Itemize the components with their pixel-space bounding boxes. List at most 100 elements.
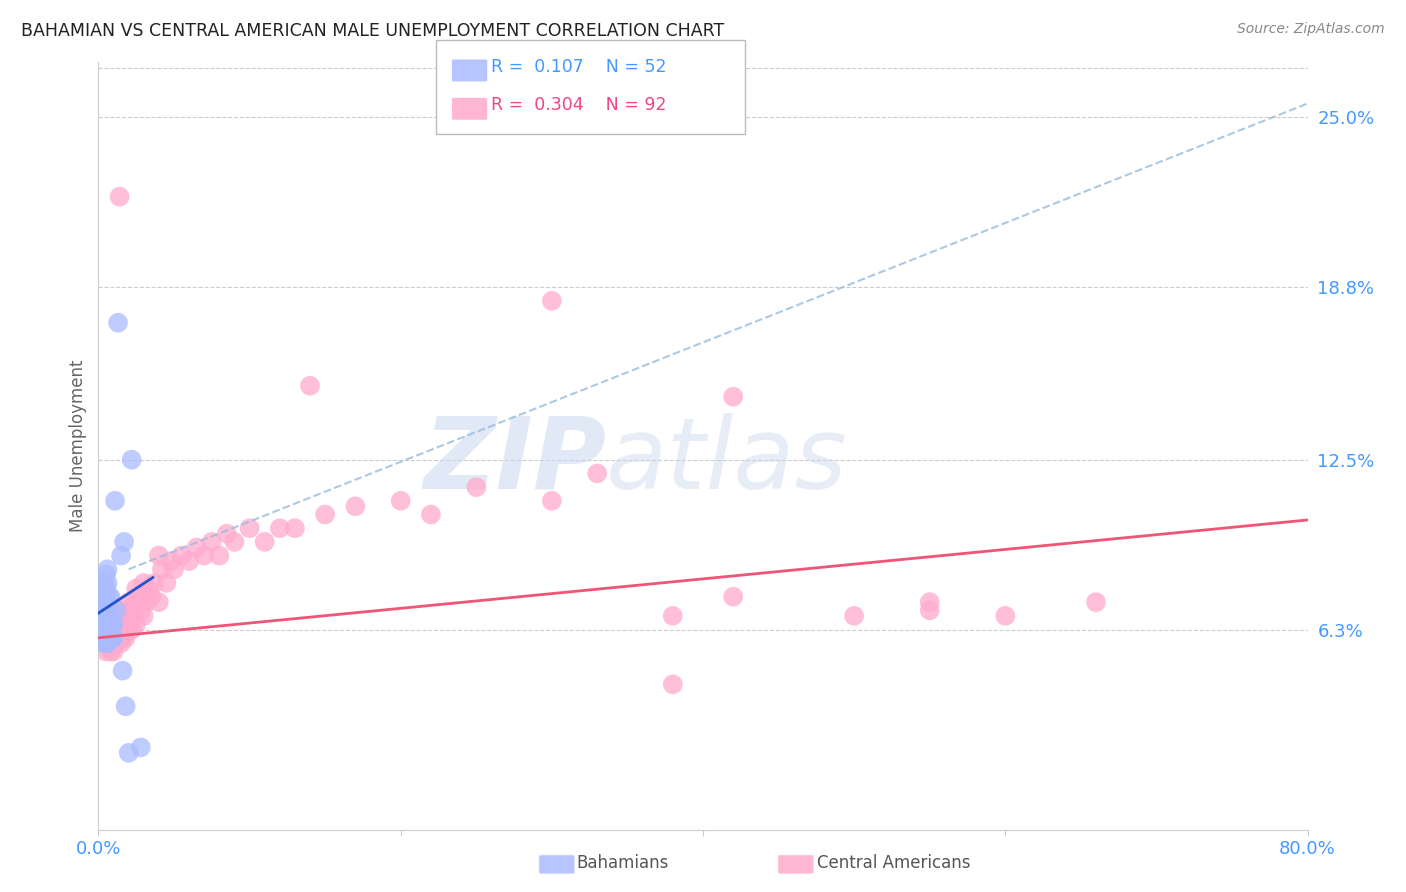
Point xyxy=(118,595,141,609)
Point xyxy=(186,541,208,555)
Point xyxy=(115,617,138,632)
Point xyxy=(107,316,129,330)
Point xyxy=(132,576,155,591)
Point xyxy=(91,595,114,609)
Point xyxy=(93,617,115,632)
Point xyxy=(100,590,122,604)
Point xyxy=(94,631,117,645)
Point xyxy=(94,582,117,596)
Point xyxy=(918,595,941,609)
Point xyxy=(148,595,170,609)
Point xyxy=(104,493,127,508)
Point xyxy=(170,549,193,563)
Point xyxy=(111,608,134,623)
Point xyxy=(100,631,122,645)
Point xyxy=(108,190,131,204)
Point xyxy=(121,623,143,637)
Point xyxy=(114,608,136,623)
Point xyxy=(107,631,129,645)
Point xyxy=(723,390,745,404)
Point xyxy=(94,644,117,658)
Point xyxy=(125,582,148,596)
Point xyxy=(1085,595,1108,609)
Text: R =  0.304    N = 92: R = 0.304 N = 92 xyxy=(491,95,666,113)
Point xyxy=(389,493,412,508)
Point xyxy=(93,617,115,632)
Point xyxy=(91,631,114,645)
Point xyxy=(107,617,129,632)
Text: R =  0.107    N = 52: R = 0.107 N = 52 xyxy=(491,58,666,76)
Point xyxy=(586,467,609,481)
Point xyxy=(98,608,121,623)
Point xyxy=(101,623,124,637)
Point xyxy=(129,603,152,617)
Point xyxy=(269,521,291,535)
Point xyxy=(96,631,118,645)
Point xyxy=(215,526,238,541)
Point xyxy=(111,631,134,645)
Point xyxy=(661,677,683,691)
Point xyxy=(148,549,170,563)
Point xyxy=(111,664,134,678)
Point xyxy=(114,631,136,645)
Point xyxy=(96,617,118,632)
Point xyxy=(94,603,117,617)
Point xyxy=(94,608,117,623)
Point xyxy=(124,595,146,609)
Point xyxy=(160,554,183,568)
Point xyxy=(96,623,118,637)
Point xyxy=(98,631,121,645)
Point xyxy=(103,631,125,645)
Point xyxy=(101,631,124,645)
Point xyxy=(96,576,118,591)
Y-axis label: Male Unemployment: Male Unemployment xyxy=(69,359,87,533)
Point xyxy=(208,549,231,563)
Point xyxy=(100,617,122,632)
Point xyxy=(96,595,118,609)
Point xyxy=(125,617,148,632)
Point xyxy=(91,603,114,617)
Point xyxy=(994,608,1017,623)
Point xyxy=(98,603,121,617)
Point xyxy=(91,608,114,623)
Point xyxy=(112,603,135,617)
Point xyxy=(94,636,117,650)
Point xyxy=(224,534,246,549)
Point xyxy=(94,617,117,632)
Point xyxy=(121,452,143,467)
Point xyxy=(112,623,135,637)
Point xyxy=(132,608,155,623)
Point xyxy=(108,608,131,623)
Point xyxy=(93,631,115,645)
Point xyxy=(93,576,115,591)
Point xyxy=(91,623,114,637)
Point xyxy=(105,623,128,637)
Point xyxy=(118,617,141,632)
Point xyxy=(100,631,122,645)
Point xyxy=(96,562,118,576)
Point xyxy=(90,623,112,637)
Point xyxy=(96,636,118,650)
Point xyxy=(128,590,150,604)
Point xyxy=(93,582,115,596)
Point xyxy=(94,631,117,645)
Point xyxy=(201,534,224,549)
Point xyxy=(129,740,152,755)
Point xyxy=(105,636,128,650)
Point xyxy=(94,623,117,637)
Point xyxy=(112,534,135,549)
Point xyxy=(96,608,118,623)
Point xyxy=(103,617,125,632)
Point xyxy=(93,595,115,609)
Point xyxy=(104,623,127,637)
Point xyxy=(193,549,215,563)
Point xyxy=(103,617,125,632)
Point xyxy=(121,603,143,617)
Point xyxy=(122,608,145,623)
Point xyxy=(118,746,141,760)
Point xyxy=(110,617,132,632)
Point xyxy=(91,636,114,650)
Point xyxy=(98,623,121,637)
Text: atlas: atlas xyxy=(606,413,848,510)
Point xyxy=(93,608,115,623)
